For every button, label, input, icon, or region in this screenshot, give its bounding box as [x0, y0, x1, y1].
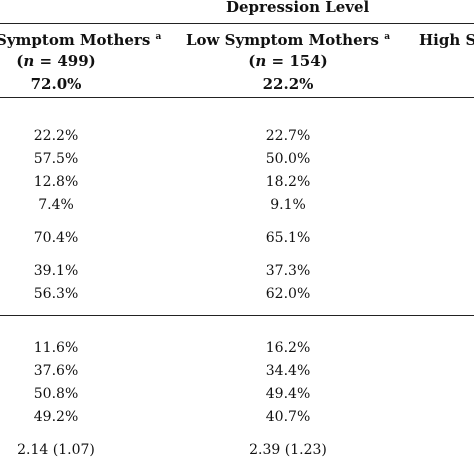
header-underline: [0, 23, 474, 24]
column-2-n-label: n: [255, 52, 267, 70]
column-header-3: High S: [419, 31, 474, 49]
header-bottom-rule: [0, 97, 474, 98]
column-header-2: Low Symptom Mothers a: [186, 31, 390, 49]
column-header-2-name: Low Symptom Mothers: [186, 31, 379, 49]
column-1-n-label: n: [23, 52, 35, 70]
column-2-n-value: = 154): [271, 52, 328, 70]
column-header-1-sup: a: [155, 32, 162, 42]
column-header-1-name: Symptom Mothers: [0, 31, 151, 49]
column-1-n-value: = 499): [39, 52, 96, 70]
group-header: Depression Level: [226, 0, 370, 16]
section-rule: [0, 315, 474, 316]
column-header-2-sup: a: [384, 32, 391, 42]
column-header-1: Symptom Mothers a: [0, 31, 161, 49]
